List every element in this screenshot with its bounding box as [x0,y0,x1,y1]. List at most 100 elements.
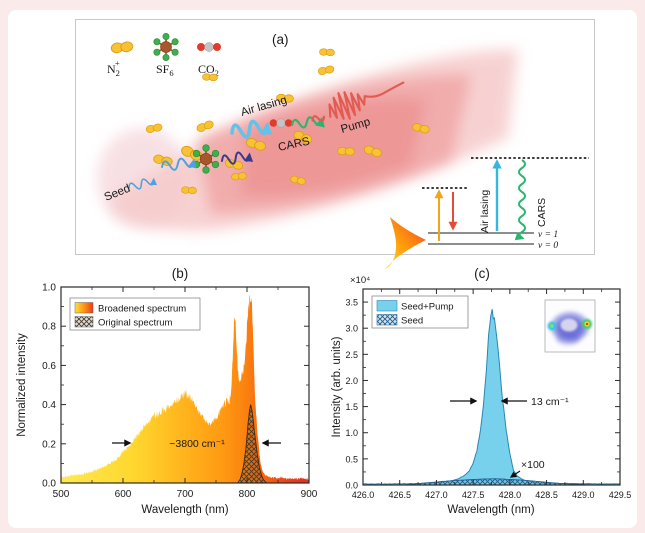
x-tick-label: 429.5 [609,490,632,500]
v0-label: v = 0 [538,241,558,251]
x-tick-label: 428.0 [499,490,522,500]
x-tick-label: 429.0 [572,490,595,500]
energy-level-diagram: v = 1 v = 0 Air lasing CARS [384,157,589,270]
x-tick-label: 600 [115,489,132,500]
pulse-waves [128,116,325,190]
panel-a-illustration: N2+ SF6 CO2 Seed [97,32,589,270]
n2-molecule-icon [110,41,134,54]
x-tick-label: 700 [177,489,194,500]
y-tick-label: 2.5 [345,350,358,360]
sf6-molecule-icon [153,33,179,61]
n2-molecule-icon [110,41,134,54]
n2-molecule-icon [363,145,382,158]
pump-spectrum-flame [384,217,426,270]
panel-b-title: (b) [172,266,189,281]
magnification-text: ×100 [521,459,545,471]
seed-pump-swatch [376,300,398,312]
co2-molecule-icon [197,42,221,52]
beam-profile-image [547,312,592,345]
panel-c-title: (c) [474,266,490,281]
bandwidth-text: ~3800 cm⁻¹ [169,438,225,450]
co2-molecule-icon [197,42,221,52]
x-tick-label: 800 [239,489,256,500]
x-tick-label: 427.0 [425,490,448,500]
n2-molecule-icon [293,130,313,144]
molecule-legend: N2+ SF6 CO2 [107,33,221,78]
co2-label: CO2 [198,62,219,78]
c-yaxis-title: Intensity (arb. units) [331,336,343,437]
y-tick-label: 3.5 [345,298,358,308]
beam-profile-inset [544,299,596,353]
n2-molecule-icon [412,123,430,134]
magnification-annotation: ×100 [509,459,545,478]
broadened-swatch [74,302,94,314]
n2-molecule-icon [231,172,247,181]
y-tick-label: 2.0 [345,376,358,386]
seed-spectrum-area [403,478,595,486]
v1-label: v = 1 [538,230,558,240]
y-tick-label: 0.4 [42,400,56,411]
y-tick-label: 0.8 [42,322,56,333]
y-tick-label: 1.0 [345,428,358,438]
n2-molecule-icon [202,73,218,82]
panel-b-chart: (b) 500 600 700 800 900 0.0 0.2 0.4 0.6 0.8 1.0 Br… [16,266,318,516]
c-xaxis-title: Wavelength (nm) [447,504,534,516]
n2-molecule-icon [317,65,335,75]
axis-ticks: 500 600 700 800 900 0.0 0.2 0.4 0.6 0.8 1.0 [42,283,318,501]
y-tick-label: 3.0 [345,324,358,334]
n2-molecule-icon [337,146,355,156]
y-tick-label: 1.0 [42,283,56,294]
y-tick-label: 0.2 [42,439,56,450]
n2-molecule-icon [153,154,173,166]
panel-a: N2+ SF6 CO2 Seed [75,19,595,270]
laser-beam [97,49,518,231]
scattered-molecules [145,48,430,195]
n2-molecule-icon [196,120,214,132]
n2-molecule-icon [276,93,294,103]
cars-emission-wavy-arrow [514,159,526,241]
y-tick-label: 0.5 [345,454,358,464]
panel-c-chart: (c) ×10⁴ 426.0 426.5 427.0 427.5 428.0 428.5 4… [331,266,631,516]
bandwidth-annotation: ~3800 cm⁻¹ [112,438,281,450]
b-yaxis-title: Normalized intensity [16,333,28,437]
x-tick-label: 426.0 [352,490,375,500]
x-tick-label: 900 [301,489,318,500]
c-scale-label: ×10⁴ [350,275,370,286]
n2-molecule-icon [290,175,306,185]
legend-seedpump-label: Seed+Pump [401,302,454,313]
sf6-molecule-icon [192,144,220,174]
seed-swatch [376,314,398,326]
x-tick-label: 500 [53,489,70,500]
shifted-pulse-wave-icon [221,151,254,165]
air-lasing-wave-icon [230,119,273,139]
diagram-cars-label: CARS [536,198,548,227]
legend-box: Broadened spectrum Original spectrum [69,297,201,331]
n2-molecule-icon [145,123,163,133]
n2-molecule-icon [319,48,335,57]
legend-broadened-label: Broadened spectrum [98,304,186,315]
b-xaxis-title: Wavelength (nm) [141,504,228,516]
y-tick-label: 0.0 [42,479,56,490]
n2-molecule-icon [245,137,266,151]
legend-seed-label: Seed [401,316,423,327]
original-spectrum-area [236,404,268,484]
seed-pump-spectrum-area [362,309,621,486]
seed-wave-icon [128,177,158,190]
y-tick-label: 1.5 [345,402,358,412]
seed-pulse-wave-icon [161,157,197,171]
legend-box: Seed+Pump Seed [371,295,469,329]
axis-ticks: 426.0 426.5 427.0 427.5 428.0 428.5 429.0 429.5… [345,289,631,500]
linewidth-annotation: 13 cm⁻¹ [450,396,569,408]
legend-original-label: Original spectrum [98,318,173,329]
panel-a-title: (a) [272,32,289,47]
sf6-label: SF6 [156,62,174,78]
pump-pulse-icon [311,81,405,123]
n2-molecule-icon [224,158,244,170]
sf6-molecule-icon [153,33,179,61]
x-tick-label: 427.5 [462,490,485,500]
n2-molecule-icon [181,186,197,195]
diagram-air-lasing-label: Air lasing [479,190,491,233]
x-tick-label: 428.5 [535,490,558,500]
co2-molecule-icon [269,118,293,128]
